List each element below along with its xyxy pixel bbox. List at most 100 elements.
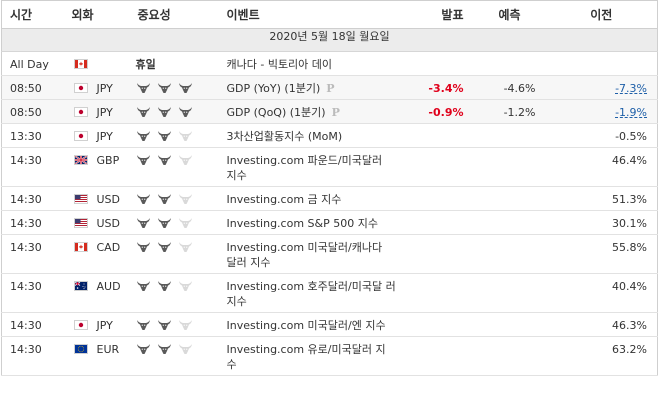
previous-value: 40.4% — [612, 280, 647, 293]
event-row[interactable]: 14:30 JPY Investing.com 미국달러/엔 지수 46.3% — [1, 312, 658, 337]
event-name[interactable]: Investing.com 유로/미국달러 지 수 — [226, 343, 386, 371]
previous-value[interactable]: -7.3% — [615, 82, 647, 95]
event-row[interactable]: 14:30 EUR Investing.com 유로/미국달러 지 수 63.2% — [1, 336, 658, 376]
currency-code: USD — [96, 193, 121, 206]
event-name[interactable]: Investing.com 금 지수 — [226, 193, 342, 206]
previous-cell — [545, 51, 658, 76]
event-time: 14:30 — [1, 210, 64, 235]
event-cell[interactable]: 3차산업활동지수 (MoM) — [218, 123, 400, 148]
currency-code: JPY — [96, 319, 113, 332]
bull-icon — [136, 241, 151, 253]
event-row[interactable]: 14:30 USD Investing.com 금 지수 51.3% — [1, 186, 658, 211]
forecast-cell — [473, 234, 546, 274]
actual-cell: -3.4% — [399, 75, 474, 100]
currency-code: JPY — [96, 82, 113, 95]
bull-icon — [178, 130, 193, 142]
currency-cell: USD — [63, 186, 130, 211]
header-previous[interactable]: 이전 — [545, 0, 658, 29]
bull-icon — [178, 106, 193, 118]
previous-value: 46.4% — [612, 154, 647, 167]
previous-cell: 51.3% — [545, 186, 658, 211]
currency-code: AUD — [96, 280, 121, 293]
bull-icon — [178, 280, 193, 292]
previous-value[interactable]: -1.9% — [615, 106, 647, 119]
event-cell[interactable]: Investing.com 호주달러/미국달 러 지수 — [218, 273, 400, 313]
event-time: 08:50 — [1, 99, 64, 124]
header-currency[interactable]: 외화 — [63, 0, 130, 29]
importance-cell — [129, 186, 219, 211]
importance-cell — [129, 273, 219, 313]
bull-icon — [178, 82, 193, 94]
previous-cell: 46.3% — [545, 312, 658, 337]
event-cell[interactable]: Investing.com 파운드/미국달러 지수 — [218, 147, 400, 187]
bull-icon — [136, 154, 151, 166]
event-name[interactable]: GDP (QoQ) (1분기) — [226, 106, 326, 119]
flag-japan-icon — [73, 83, 88, 93]
previous-value: 51.3% — [612, 193, 647, 206]
currency-cell: USD — [63, 210, 130, 235]
event-name[interactable]: Investing.com S&P 500 지수 — [226, 217, 378, 230]
event-cell[interactable]: GDP (QoQ) (1분기) P — [218, 99, 400, 124]
header-event[interactable]: 이벤트 — [218, 0, 400, 29]
forecast-cell — [473, 186, 546, 211]
event-name[interactable]: Investing.com 미국달러/캐나다 달러 지수 — [226, 241, 383, 269]
event-row[interactable]: 13:30 JPY 3차산업활동지수 (MoM) -0.5% — [1, 123, 658, 148]
flag-canada-icon — [73, 59, 88, 69]
event-cell[interactable]: Investing.com 금 지수 — [218, 186, 400, 211]
preliminary-icon: P — [326, 82, 335, 95]
actual-cell — [399, 123, 474, 148]
event-time: 14:30 — [1, 312, 64, 337]
event-row[interactable]: 08:50 JPY GDP (YoY) (1분기) P -3.4% -4.6% -7.3% — [1, 75, 658, 100]
header-importance[interactable]: 중요성 — [129, 0, 219, 29]
previous-cell: -0.5% — [545, 123, 658, 148]
event-row[interactable]: 14:30 GBP Investing.com 파운드/미국달러 지수 46.4% — [1, 147, 658, 187]
event-name[interactable]: Investing.com 파운드/미국달러 지수 — [226, 154, 383, 182]
date-row: 2020년 5월 18일 월요일 — [1, 28, 658, 52]
actual-cell — [399, 234, 474, 274]
importance-cell — [129, 210, 219, 235]
importance-cell — [129, 123, 219, 148]
flag-usa-icon — [73, 218, 88, 228]
event-time: 14:30 — [1, 234, 64, 274]
forecast-value: -4.6% — [503, 82, 536, 95]
currency-cell: JPY — [63, 75, 130, 100]
event-name[interactable]: 3차산업활동지수 (MoM) — [226, 130, 343, 143]
event-row[interactable]: 08:50 JPY GDP (QoQ) (1분기) P -0.9% -1.2% -1.9% — [1, 99, 658, 124]
bull-icon — [157, 154, 172, 166]
event-row[interactable]: 14:30 USD Investing.com S&P 500 지수 30.1% — [1, 210, 658, 235]
forecast-cell — [473, 336, 546, 376]
event-row[interactable]: 14:30 AUD Investing.com 호주달러/미국달 러 지수 40.4% — [1, 273, 658, 313]
header-actual[interactable]: 발표 — [399, 0, 474, 29]
forecast-cell — [473, 210, 546, 235]
event-time: 14:30 — [1, 336, 64, 376]
event-name[interactable]: Investing.com 미국달러/엔 지수 — [226, 319, 386, 332]
currency-cell: GBP — [63, 147, 130, 187]
bull-icon — [136, 193, 151, 205]
bull-icon — [178, 193, 193, 205]
event-name[interactable]: 캐나다 - 빅토리아 데이 — [226, 58, 333, 71]
event-cell[interactable]: Investing.com S&P 500 지수 — [218, 210, 400, 235]
previous-value: -0.5% — [615, 130, 647, 143]
header-time[interactable]: 시간 — [1, 0, 64, 29]
event-cell[interactable]: Investing.com 미국달러/캐나다 달러 지수 — [218, 234, 400, 274]
bull-icon — [178, 319, 193, 331]
event-cell[interactable]: 캐나다 - 빅토리아 데이 — [218, 51, 400, 76]
event-name[interactable]: Investing.com 호주달러/미국달 러 지수 — [226, 280, 396, 308]
bull-icon — [157, 241, 172, 253]
currency-code: CAD — [96, 241, 121, 254]
event-row[interactable]: 14:30 CAD Investing.com 미국달러/캐나다 달러 지수 55.8… — [1, 234, 658, 274]
event-cell[interactable]: GDP (YoY) (1분기) P — [218, 75, 400, 100]
flag-canada-icon — [73, 242, 88, 252]
previous-cell: 63.2% — [545, 336, 658, 376]
event-time: 14:30 — [1, 186, 64, 211]
event-cell[interactable]: Investing.com 유로/미국달러 지 수 — [218, 336, 400, 376]
event-time: All Day — [1, 51, 64, 76]
currency-cell: JPY — [63, 312, 130, 337]
header-row: 시간 외화 중요성 이벤트 발표 예측 이전 — [1, 0, 658, 29]
event-cell[interactable]: Investing.com 미국달러/엔 지수 — [218, 312, 400, 337]
event-row[interactable]: All Day 휴일 캐나다 - 빅토리아 데이 — [1, 51, 658, 76]
event-name[interactable]: GDP (YoY) (1분기) — [226, 82, 321, 95]
flag-japan-icon — [73, 107, 88, 117]
economic-calendar-table: 시간 외화 중요성 이벤트 발표 예측 이전 2020년 5월 18일 월요일 … — [1, 0, 658, 376]
header-forecast[interactable]: 예측 — [473, 0, 546, 29]
